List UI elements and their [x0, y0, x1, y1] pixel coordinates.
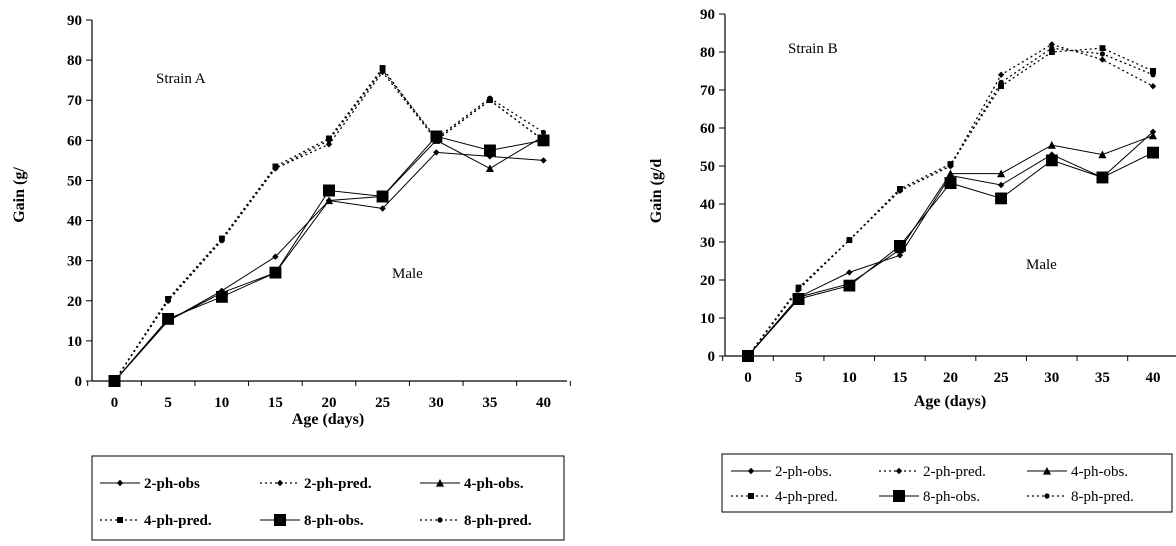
x-tick-label: 5	[164, 395, 172, 411]
x-tick-label: 40	[536, 395, 551, 411]
y-tick-label: 30	[67, 254, 82, 270]
series-4-line	[745, 45, 1156, 359]
y-tick-label: 70	[67, 93, 82, 109]
legend-item: 2-ph-obs.	[731, 464, 832, 480]
legend-box	[721, 453, 1173, 513]
y-tick-label: 20	[67, 294, 82, 310]
series-6-line	[111, 67, 547, 384]
legend-item: 2-ph-pred.	[260, 476, 372, 492]
legend-label: 8-ph-pred.	[464, 513, 532, 529]
y-tick-label: 10	[700, 311, 715, 327]
legend-item: 8-ph-obs.	[260, 513, 364, 529]
legend-item: 8-ph-obs.	[879, 489, 980, 505]
y-tick-label: 70	[700, 83, 715, 99]
y-tick-label: 40	[67, 214, 82, 230]
y-tick-label: 20	[700, 273, 715, 289]
chart-strain-a: Gain (g/ Age (days) Strain A Male 0 10 20 3…	[11, 13, 571, 541]
annotation-sex: Male	[1026, 257, 1057, 273]
x-axis-label: Age (days)	[292, 411, 364, 428]
legend-label: 4-ph-obs.	[464, 476, 524, 492]
series-1-line	[111, 149, 547, 385]
x-tick-label: 25	[375, 395, 390, 411]
chart-strain-b: Gain (g/d Age (days) Strain B Male 0 10 20…	[648, 7, 1176, 513]
legend-item: 8-ph-pred.	[420, 513, 532, 529]
legend-item: 2-ph-pred.	[879, 464, 986, 480]
x-tick-label: 20	[322, 395, 337, 411]
x-tick-label: 30	[1044, 370, 1059, 386]
legend: 2-ph-obs 2-ph-pred. 4-ph-obs. 4-ph-pred. 8-p…	[91, 455, 565, 541]
legend-label: 8-ph-obs.	[304, 513, 364, 529]
series-2-line	[744, 41, 1157, 360]
y-tick-label: 0	[75, 374, 83, 390]
y-axis-label: Gain (g/d	[648, 159, 665, 224]
y-tick-label: 40	[700, 197, 715, 213]
series-2-line	[111, 68, 547, 385]
legend-box	[91, 455, 565, 541]
x-tick-label: 10	[214, 395, 229, 411]
plot-area: 0 10 20 30 40 50 60 70 80 90 0 5 10 15 20 25 30 35 40	[67, 13, 571, 411]
legend-label: 4-ph-pred.	[144, 513, 212, 529]
y-tick-label: 10	[67, 334, 82, 350]
x-tick-label: 35	[1095, 370, 1110, 386]
y-tick-label: 80	[67, 53, 82, 69]
x-tick-label: 25	[994, 370, 1009, 386]
legend-label: 4-ph-pred.	[775, 489, 838, 505]
x-tick-label: 30	[429, 395, 444, 411]
x-tick-label: 40	[1146, 370, 1161, 386]
legend-item: 4-ph-obs.	[420, 476, 524, 492]
legend-item: 8-ph-pred.	[1027, 489, 1134, 505]
series-5-line	[108, 130, 550, 387]
y-axis-label: Gain (g/	[11, 167, 28, 223]
legend-label: 4-ph-obs.	[1071, 464, 1128, 480]
x-axis-label: Age (days)	[914, 393, 986, 410]
annotation-strain: Strain B	[788, 41, 838, 57]
legend-item: 2-ph-obs	[100, 476, 200, 492]
x-tick-label: 0	[111, 395, 119, 411]
legend: 2-ph-obs. 2-ph-pred. 4-ph-obs. 4-ph-pred. 8-…	[721, 453, 1173, 513]
y-tick-label: 80	[700, 45, 715, 61]
series-3-line	[110, 132, 548, 385]
y-tick-label: 0	[708, 349, 716, 365]
series-5-line	[742, 146, 1159, 362]
x-tick-label: 35	[482, 395, 497, 411]
series-3-line	[743, 131, 1158, 360]
y-tick-label: 50	[700, 159, 715, 175]
legend-label: 8-ph-obs.	[923, 489, 980, 505]
annotation-strain: Strain A	[156, 71, 206, 87]
plot-area: 0 10 20 30 40 50 60 70 80 90 0 5 10 15 20 25 30 35 40	[700, 7, 1176, 386]
legend-label: 2-ph-obs.	[775, 464, 832, 480]
legend-label: 2-ph-pred.	[304, 476, 372, 492]
legend-label: 2-ph-pred.	[923, 464, 986, 480]
legend-item: 4-ph-pred.	[100, 513, 212, 529]
y-tick-label: 90	[700, 7, 715, 23]
x-tick-label: 15	[892, 370, 907, 386]
legend-item: 4-ph-obs.	[1027, 464, 1128, 480]
x-tick-label: 15	[268, 395, 283, 411]
series-6-line	[745, 45, 1156, 359]
y-tick-label: 50	[67, 173, 82, 189]
y-tick-label: 60	[700, 121, 715, 137]
annotation-sex: Male	[392, 266, 423, 282]
x-tick-label: 10	[842, 370, 857, 386]
series-4-line	[111, 65, 547, 384]
y-tick-label: 60	[67, 133, 82, 149]
legend-label: 2-ph-obs	[144, 476, 200, 492]
x-tick-label: 5	[795, 370, 803, 386]
legend-item: 4-ph-pred.	[731, 489, 838, 505]
x-tick-label: 20	[943, 370, 958, 386]
y-tick-label: 90	[67, 13, 82, 29]
y-tick-label: 30	[700, 235, 715, 251]
legend-label: 8-ph-pred.	[1071, 489, 1134, 505]
x-tick-label: 0	[744, 370, 752, 386]
